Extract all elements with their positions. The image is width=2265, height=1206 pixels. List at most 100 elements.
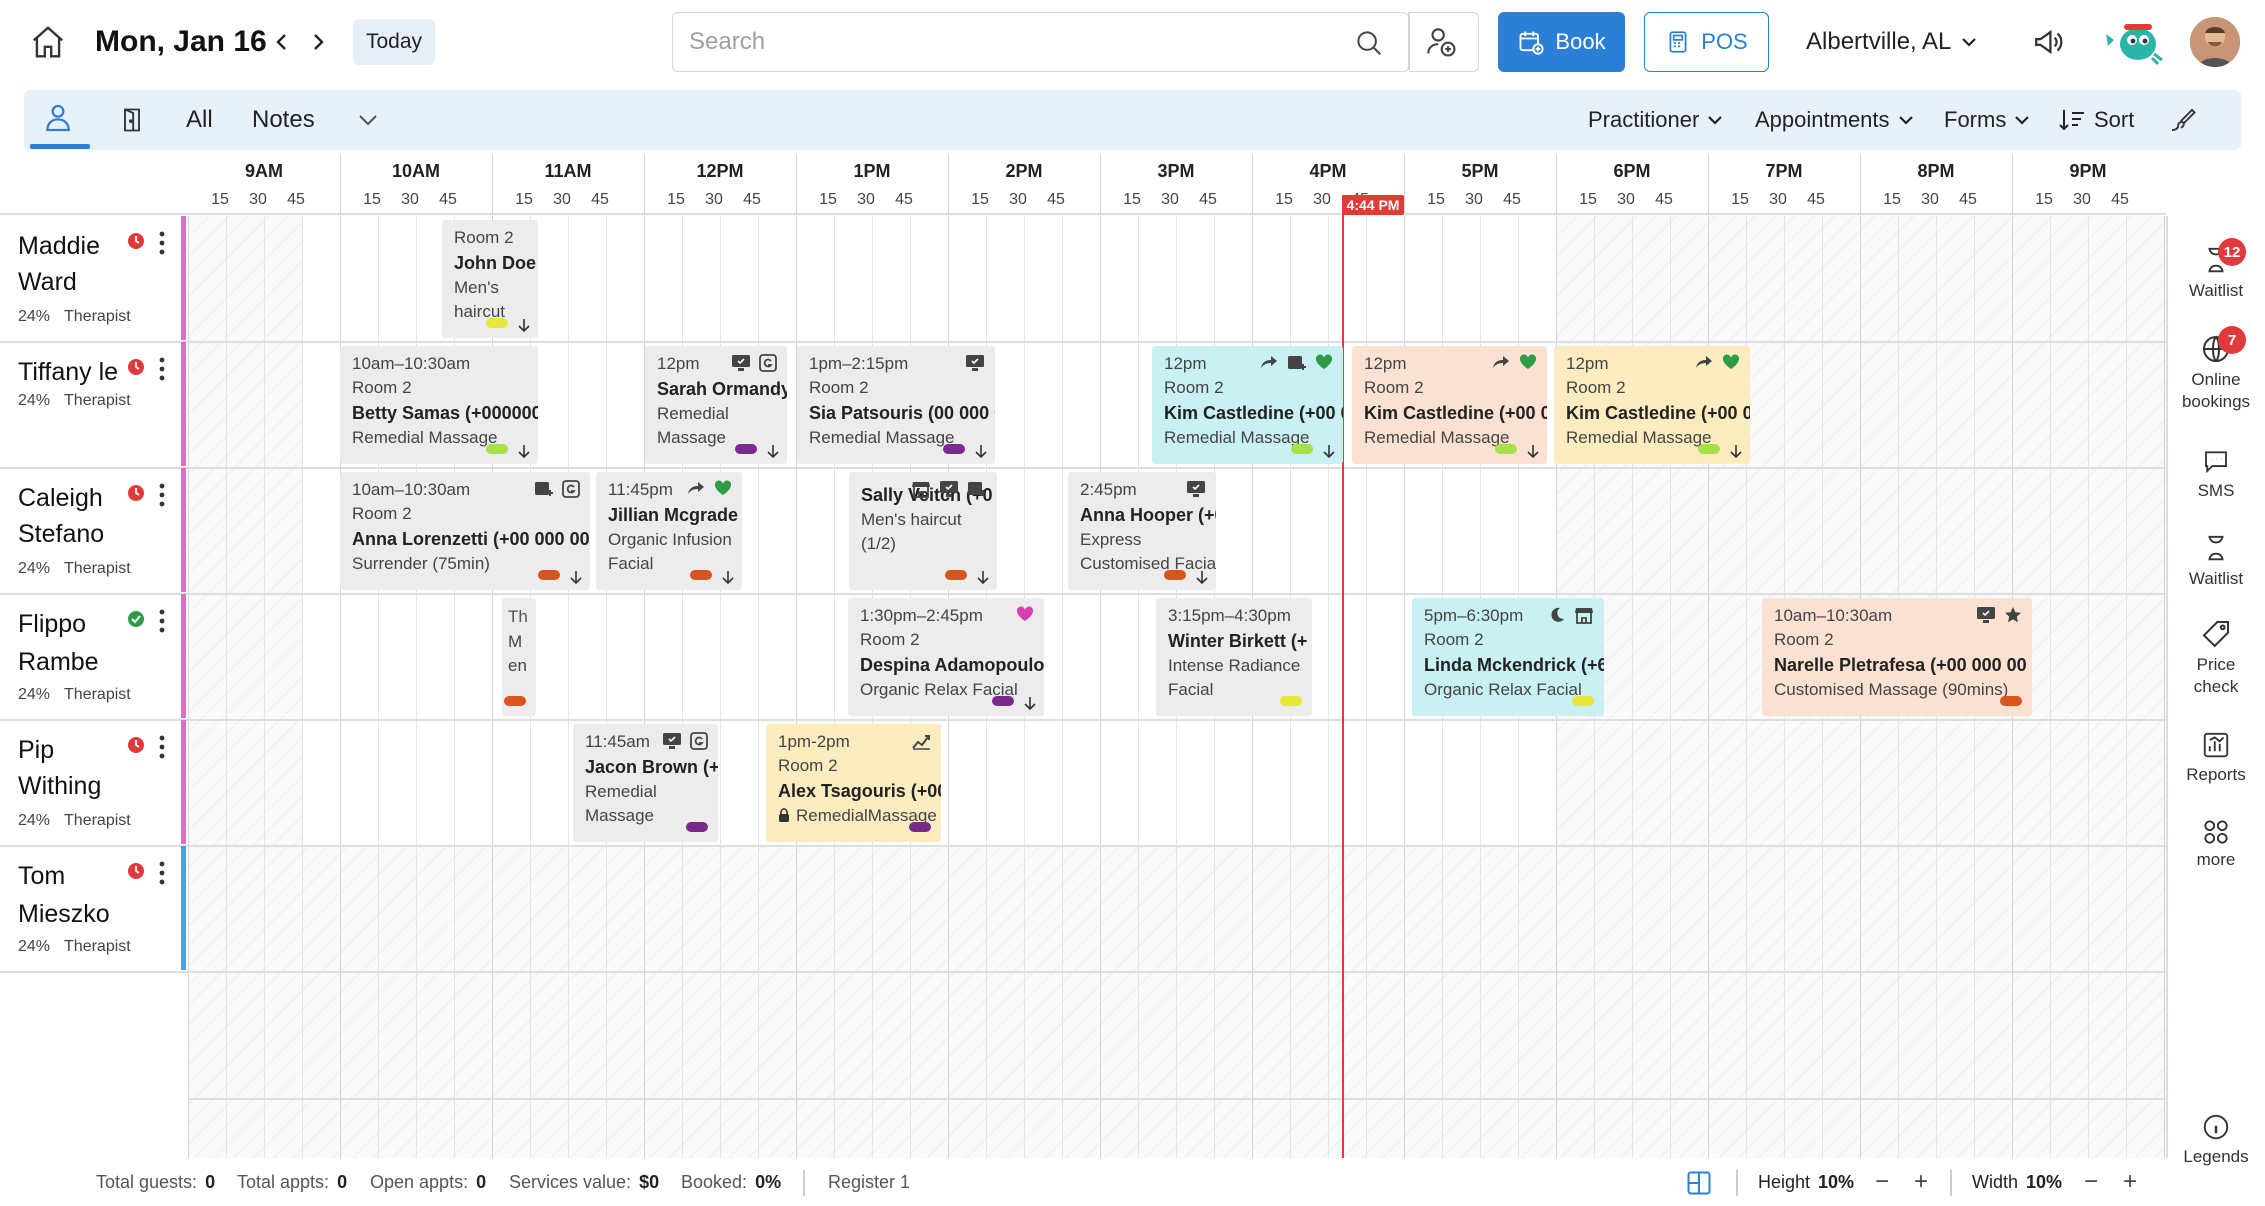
more-vertical-icon[interactable] [154,608,170,634]
quarter-label: 15 [1731,191,1749,208]
appointment-time: 12pm [1164,354,1207,373]
more-vertical-icon[interactable] [154,356,170,382]
sidebar-item-reports[interactable]: Reports [2166,730,2265,786]
appointment-card[interactable]: 1pm–2:15pm Room 2 Sia Patsouris (00 000 00… [797,346,995,464]
appointment-card[interactable]: 1:30pm–2:45pm Room 2 Despina Adamopoulo Org… [848,598,1044,716]
notes-filter[interactable]: Notes [252,106,315,133]
height-decrease-button[interactable]: − [1874,1168,1889,1195]
search-icon[interactable] [1351,25,1387,61]
forms-dropdown[interactable]: Forms [1944,90,2030,150]
appointment-card[interactable]: 5pm–6:30pm Room 2 Linda Mckendrick (+6 Orga… [1412,598,1604,716]
appointment-card[interactable]: 10am–10:30am Room 2 Betty Samas (+000000 Re… [340,346,538,464]
status-clock-icon [127,232,145,250]
more-vertical-icon[interactable] [154,230,170,256]
active-view-indicator [30,144,90,149]
appointment-card[interactable]: 2:45pm Anna Hooper (+0 Express Customised F… [1068,472,1216,590]
appointment-card[interactable]: 12pm Room 2 Kim Castledine (+00 00 Remedial… [1554,346,1750,464]
total-appts: Total appts: 0 [237,1158,347,1206]
pos-label: POS [1701,29,1748,54]
more-vertical-icon[interactable] [154,860,170,886]
practitioner-row[interactable]: Maddie Ward 24% Therapist [0,216,186,342]
register-label[interactable]: Register 1 [828,1171,911,1192]
prev-day-icon[interactable] [272,26,292,58]
status-pill [1572,696,1594,706]
sidebar-item-price-check[interactable]: Price check [2166,618,2265,698]
sidebar-item-online-bookings[interactable]: Online bookings [2166,333,2265,413]
appointment-card[interactable]: Sally Veitch (+0 Men's haircut (1/2) [849,472,997,590]
home-icon[interactable] [26,20,70,64]
sort-button[interactable]: Sort [2058,90,2134,150]
appointment-room: Room 2 [352,504,412,523]
chat-bubble-icon [2200,446,2232,476]
sidebar-item-waitlist-2[interactable]: Waitlist [2166,532,2265,590]
appointment-card[interactable]: 10am–10:30am Room 2 Narelle Pletrafesa (+0… [1762,598,2032,716]
appointment-icons [1976,606,2022,624]
appointment-service: Remedial [657,402,775,426]
practitioner-role: Therapist [64,938,131,955]
today-button[interactable]: Today [353,19,435,65]
width-decrease-button[interactable]: − [2083,1168,2098,1195]
practitioner-row[interactable]: Tom Mieszko 24% Therapist [0,846,186,972]
appointment-card[interactable]: Room 2 John Doe Men's haircut [442,220,538,338]
room-view-icon[interactable] [114,100,150,140]
appointment-card[interactable]: 11:45pm Jillian Mcgrade Organic Infusion Fa… [596,472,742,590]
appointment-client: Anna Hooper (+0 [1080,505,1216,525]
open-appts-label: Open appts: [370,1171,469,1192]
practitioner-role: Therapist [64,812,131,829]
practitioner-row[interactable]: Caleigh Stefano 24% Therapist [0,468,186,594]
pos-button[interactable]: POS [1644,12,1769,72]
sidebar-item-legends[interactable]: Legends [2166,1112,2265,1168]
appointments-dropdown[interactable]: Appointments [1755,90,1914,150]
schedule-grid[interactable] [188,216,2166,1158]
add-client-button[interactable] [1409,12,1479,72]
all-filter[interactable]: All [186,106,213,133]
appointment-card[interactable]: 12pm Room 2 Kim Castledine (+00 00 Remedial… [1352,346,1547,464]
appointment-service-2: Massage [585,806,654,825]
practitioner-row[interactable]: Tiffany le 24% Therapist [0,342,186,468]
services-value-label: Services value: [509,1171,632,1192]
monitor-icon [939,480,959,498]
appointment-card[interactable]: 1pm-2pm Room 2 Alex Tsagouris (+00 Remedial… [766,724,941,842]
quarter-label: 30 [1009,191,1027,208]
hourglass-icon [2201,532,2231,564]
appointment-card[interactable]: 3:15pm–4:30pm Winter Birkett (+ Intense Ra… [1156,598,1312,716]
chevron-down-icon [2014,114,2030,126]
appointment-card[interactable]: 12pm Room 2 Kim Castledine (+00 00 Remedial… [1152,346,1343,464]
sidebar-item-more[interactable]: more [2166,817,2265,871]
appointment-card[interactable]: 11:45am Jacon Brown (+0 Remedial Massage [573,724,718,842]
more-vertical-icon[interactable] [154,734,170,760]
search-input[interactable] [689,13,1249,70]
practitioner-row[interactable]: Flippo Rambe 24% Therapist [0,594,186,720]
practitioner-meta: 24% Therapist [18,938,131,956]
heart-icon [1722,354,1740,370]
appointment-card[interactable]: 10am–10:30am Room 2 Anna Lorenzetti (+00 0… [340,472,590,590]
arrow-down-icon [518,444,530,458]
next-day-icon[interactable] [308,26,328,58]
quarter-label: 30 [1313,191,1331,208]
height-value: 10% [1818,1171,1855,1192]
quarter-label: 30 [705,191,723,208]
layout-toggle-icon[interactable] [1684,1168,1714,1198]
practitioner-dropdown[interactable]: Practitioner [1588,90,1723,150]
arrow-down-icon [518,318,530,332]
height-increase-button[interactable]: + [1913,1168,1928,1195]
appointment-room: Room 2 [352,378,412,397]
practitioner-view-icon[interactable] [38,96,78,140]
appointment-card[interactable]: 12pm Sarah Ormandy Remedial Massage [645,346,787,464]
edit-brush-icon[interactable] [2164,102,2200,138]
chevron-down-icon[interactable] [356,110,380,130]
width-increase-button[interactable]: + [2122,1168,2137,1195]
more-vertical-icon[interactable] [154,482,170,508]
location-selector[interactable]: Albertville, AL [1806,20,1977,64]
book-button[interactable]: Book [1498,12,1625,72]
user-avatar[interactable] [2190,17,2240,67]
sidebar-online-label-2: bookings [2181,392,2251,411]
appointment-time: 3:15pm–4:30pm [1168,606,1291,625]
mascot-icon[interactable] [2100,18,2170,68]
megaphone-icon[interactable] [2028,22,2070,62]
practitioner-row[interactable]: Pip Withing 24% Therapist [0,720,186,846]
sidebar-item-sms[interactable]: SMS [2166,446,2265,502]
sidebar-item-waitlist[interactable]: Waitlist [2166,244,2265,302]
moon-icon [1548,606,1566,624]
